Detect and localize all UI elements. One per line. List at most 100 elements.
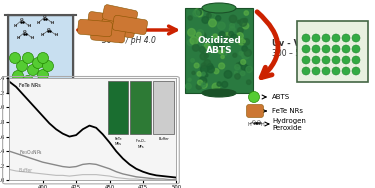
Circle shape <box>322 45 330 53</box>
Circle shape <box>244 49 252 56</box>
Circle shape <box>302 56 310 64</box>
Circle shape <box>201 63 206 67</box>
Text: O: O <box>252 120 256 124</box>
Circle shape <box>214 41 221 48</box>
FancyBboxPatch shape <box>87 12 123 30</box>
Circle shape <box>342 56 350 64</box>
FancyBboxPatch shape <box>112 15 147 35</box>
Circle shape <box>218 47 224 54</box>
Circle shape <box>241 64 248 70</box>
Circle shape <box>246 66 252 73</box>
Polygon shape <box>8 15 73 93</box>
Circle shape <box>196 10 203 17</box>
Circle shape <box>243 39 250 45</box>
Circle shape <box>218 43 224 49</box>
Circle shape <box>238 38 245 45</box>
Circle shape <box>332 34 340 42</box>
FancyBboxPatch shape <box>78 19 112 37</box>
Circle shape <box>204 54 209 58</box>
Circle shape <box>244 11 249 15</box>
Circle shape <box>245 66 250 71</box>
Circle shape <box>27 64 39 76</box>
Text: H: H <box>260 121 264 127</box>
Text: FeTe NRs: FeTe NRs <box>19 83 40 88</box>
Circle shape <box>242 46 248 51</box>
Text: O: O <box>47 28 51 32</box>
Circle shape <box>197 30 204 37</box>
Circle shape <box>209 19 216 27</box>
Circle shape <box>237 20 240 23</box>
Circle shape <box>221 55 224 59</box>
Circle shape <box>352 56 360 64</box>
FancyBboxPatch shape <box>91 25 125 43</box>
Text: O: O <box>23 30 27 34</box>
Circle shape <box>201 65 208 73</box>
Circle shape <box>225 33 230 38</box>
Circle shape <box>196 10 202 15</box>
Circle shape <box>207 64 213 69</box>
Circle shape <box>230 23 234 28</box>
Circle shape <box>213 34 217 39</box>
Circle shape <box>42 61 54 71</box>
Circle shape <box>196 32 201 37</box>
Circle shape <box>205 74 208 77</box>
Text: Buffer: Buffer <box>158 137 169 141</box>
Circle shape <box>191 38 196 43</box>
Circle shape <box>352 34 360 42</box>
Text: O: O <box>20 18 24 22</box>
Bar <box>108 81 128 134</box>
Circle shape <box>312 56 320 64</box>
Circle shape <box>222 81 228 87</box>
Circle shape <box>224 70 232 78</box>
Circle shape <box>196 84 202 89</box>
Circle shape <box>312 45 320 53</box>
Text: Fe$_3$O$_4$
NPs: Fe$_3$O$_4$ NPs <box>135 137 147 149</box>
Circle shape <box>233 53 237 57</box>
Circle shape <box>312 34 320 42</box>
Circle shape <box>235 64 240 70</box>
Circle shape <box>201 82 207 88</box>
Text: H: H <box>27 24 31 28</box>
FancyBboxPatch shape <box>297 20 368 82</box>
Bar <box>130 81 151 134</box>
Circle shape <box>214 69 219 74</box>
Text: Uv - Vis: Uv - Vis <box>272 39 308 48</box>
Circle shape <box>188 78 191 81</box>
Circle shape <box>216 41 222 46</box>
FancyBboxPatch shape <box>246 105 264 118</box>
Circle shape <box>240 71 245 76</box>
Circle shape <box>38 70 48 80</box>
Circle shape <box>302 67 310 75</box>
Circle shape <box>322 67 330 75</box>
Circle shape <box>22 52 33 64</box>
Circle shape <box>243 18 248 23</box>
Circle shape <box>199 77 207 85</box>
Circle shape <box>202 42 207 47</box>
Circle shape <box>217 82 221 86</box>
Circle shape <box>33 58 44 68</box>
Circle shape <box>237 28 243 33</box>
Circle shape <box>208 11 214 18</box>
Text: Fe$_3$O$_4$NPs: Fe$_3$O$_4$NPs <box>19 148 43 157</box>
Circle shape <box>242 40 245 43</box>
Circle shape <box>212 83 220 91</box>
Circle shape <box>223 52 227 55</box>
Circle shape <box>332 45 340 53</box>
Circle shape <box>188 29 195 36</box>
Text: H: H <box>50 21 54 25</box>
Circle shape <box>224 36 230 42</box>
FancyBboxPatch shape <box>102 5 138 25</box>
Ellipse shape <box>202 89 236 97</box>
Circle shape <box>230 27 235 32</box>
Circle shape <box>207 13 211 18</box>
Circle shape <box>193 10 200 17</box>
Circle shape <box>204 60 211 66</box>
Circle shape <box>195 9 200 13</box>
Text: H: H <box>13 24 16 28</box>
Circle shape <box>38 52 48 64</box>
Text: O: O <box>43 15 47 19</box>
Circle shape <box>243 23 249 29</box>
Text: H: H <box>54 33 58 37</box>
Circle shape <box>197 72 201 76</box>
Ellipse shape <box>202 3 236 13</box>
